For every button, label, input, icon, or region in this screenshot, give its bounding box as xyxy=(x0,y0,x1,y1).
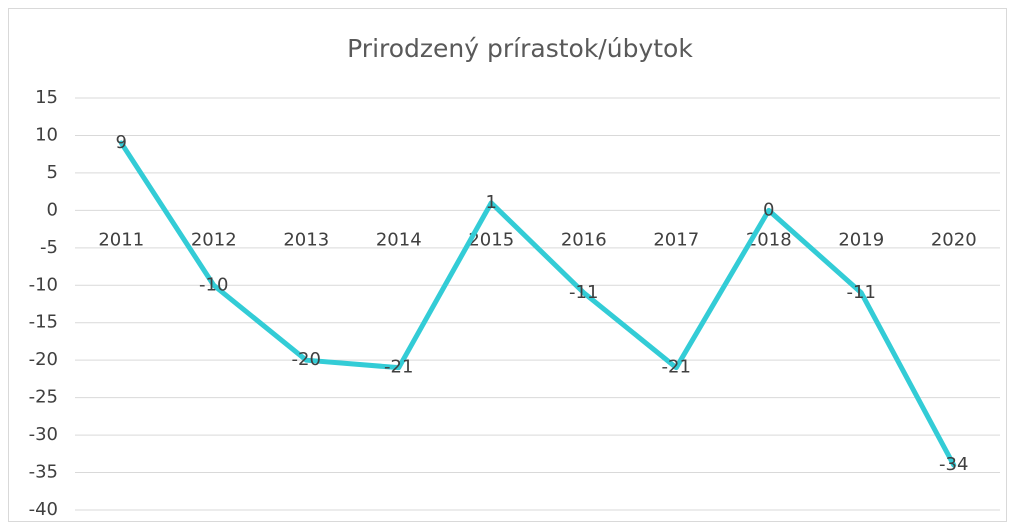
line-series xyxy=(118,140,957,468)
y-tick-label: -20 xyxy=(29,349,58,370)
x-tick-label: 2014 xyxy=(376,229,422,250)
x-tick-label: 2019 xyxy=(838,229,884,250)
data-label: -21 xyxy=(384,357,413,378)
data-label: -34 xyxy=(939,454,968,475)
y-tick-label: -35 xyxy=(29,462,58,483)
y-tick-label: -40 xyxy=(29,499,58,520)
chart-border xyxy=(8,8,1007,522)
x-tick-label: 2017 xyxy=(653,229,699,250)
x-tick-label: 2015 xyxy=(468,229,514,250)
y-tick-label: 15 xyxy=(35,87,58,108)
y-tick-label: 5 xyxy=(47,162,58,183)
chart-title: Prirodzený prírastok/úbytok xyxy=(347,34,693,63)
data-label: 1 xyxy=(486,192,497,213)
x-tick-label: 2011 xyxy=(98,229,144,250)
y-tick-label: 10 xyxy=(35,124,58,145)
y-tick-label: 0 xyxy=(47,199,58,220)
data-label: 9 xyxy=(116,132,127,153)
x-tick-label: 2016 xyxy=(561,229,607,250)
data-label: -10 xyxy=(199,274,228,295)
y-tick-label: -10 xyxy=(29,274,58,295)
y-tick-label: -15 xyxy=(29,312,58,333)
y-tick-label: -30 xyxy=(29,424,58,445)
y-tick-label: -5 xyxy=(40,237,58,258)
data-label: 0 xyxy=(763,199,774,220)
x-tick-label: 2013 xyxy=(283,229,329,250)
x-tick-label: 2012 xyxy=(191,229,237,250)
data-label: -11 xyxy=(847,282,876,303)
data-label: -11 xyxy=(569,282,598,303)
data-label: -21 xyxy=(662,357,691,378)
y-tick-label: -25 xyxy=(29,387,58,408)
x-tick-label: 2020 xyxy=(931,229,977,250)
data-label: -20 xyxy=(292,349,321,370)
